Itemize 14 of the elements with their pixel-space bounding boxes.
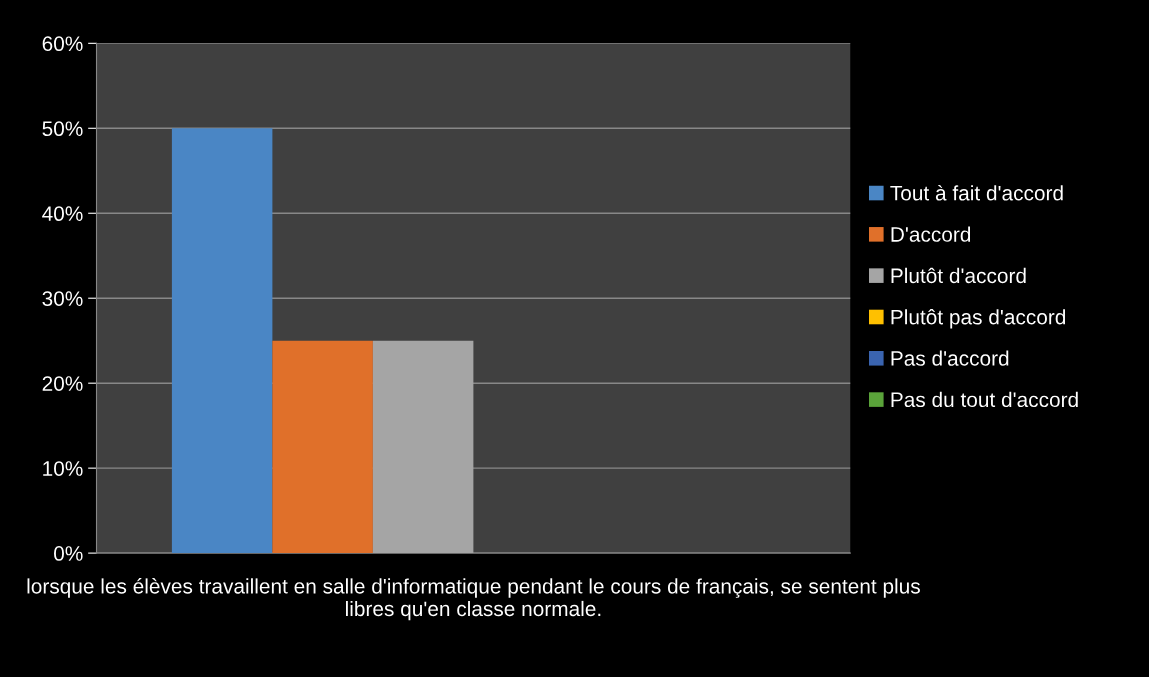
y-tick-label: 50%	[42, 121, 83, 137]
y-tick-label: 40%	[42, 206, 83, 222]
y-tick-label: 0%	[54, 546, 83, 561]
legend-label: Pas du tout d'accord	[891, 391, 1078, 408]
legend-label: Tout à fait d'accord	[890, 184, 1063, 201]
legend-label: Pas d'accord	[891, 350, 1009, 366]
legend-label: Plutôt d'accord	[891, 267, 1026, 284]
x-tick-label: lorsque les élèves travaillent en salle d'informatique pendant le cours de français, se sentent plus libres qu'en classe normale.	[27, 578, 920, 621]
legend-label: Plutôt pas d'accord	[891, 309, 1066, 329]
legend-label: D'accord	[891, 226, 971, 242]
y-tick-label: 10%	[43, 461, 83, 476]
y-tick-label: 20%	[42, 376, 83, 391]
y-tick-label: 60%	[42, 36, 83, 52]
y-tick-label: 30%	[42, 291, 83, 306]
